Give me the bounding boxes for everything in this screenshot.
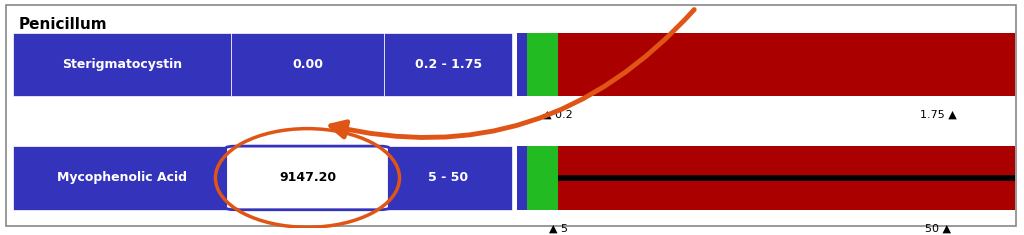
Text: Sterigmatocystin: Sterigmatocystin — [61, 58, 182, 71]
Text: 50 ▲: 50 ▲ — [926, 223, 951, 233]
Bar — [558, 32, 1015, 96]
Text: 0.00: 0.00 — [292, 58, 323, 71]
Text: Penicillum: Penicillum — [19, 17, 108, 31]
Bar — [384, 32, 512, 96]
Bar — [558, 146, 1015, 210]
Text: 0.2 - 1.75: 0.2 - 1.75 — [415, 58, 481, 71]
Text: 9147.20: 9147.20 — [279, 172, 336, 184]
Bar — [230, 146, 384, 210]
FancyBboxPatch shape — [225, 146, 389, 210]
Text: 5 - 50: 5 - 50 — [428, 172, 468, 184]
Bar — [13, 32, 230, 96]
Text: ▲ 0.2: ▲ 0.2 — [543, 110, 572, 120]
Bar — [517, 32, 527, 96]
Bar — [230, 32, 384, 96]
Bar — [13, 146, 230, 210]
Bar — [384, 146, 512, 210]
Bar — [527, 146, 558, 210]
FancyBboxPatch shape — [6, 5, 1016, 226]
Bar — [527, 32, 558, 96]
Text: Mycophenolic Acid: Mycophenolic Acid — [57, 172, 186, 184]
Text: 1.75 ▲: 1.75 ▲ — [920, 110, 956, 120]
Text: ▲ 5: ▲ 5 — [549, 223, 567, 233]
Bar — [517, 146, 527, 210]
